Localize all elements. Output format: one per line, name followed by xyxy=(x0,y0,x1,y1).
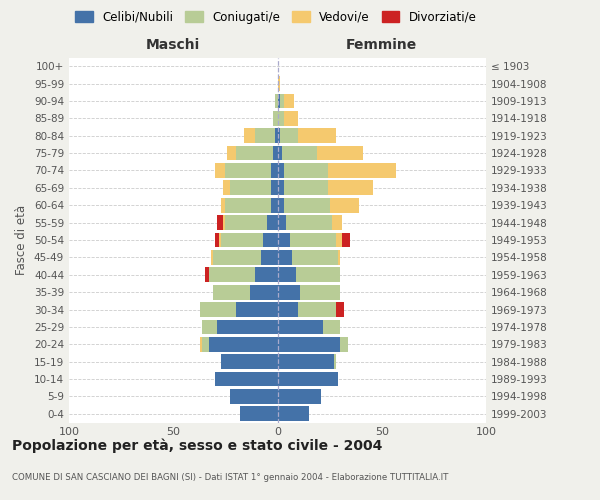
Y-axis label: Fasce di età: Fasce di età xyxy=(16,205,28,275)
Bar xyxy=(209,268,254,282)
Bar xyxy=(277,285,301,300)
Bar xyxy=(277,354,334,369)
Bar xyxy=(236,302,277,317)
Bar xyxy=(236,146,274,160)
Bar xyxy=(271,180,277,195)
Bar xyxy=(254,268,277,282)
Bar xyxy=(301,285,340,300)
Bar xyxy=(215,163,226,178)
Bar xyxy=(277,94,280,108)
Bar xyxy=(298,128,336,143)
Bar xyxy=(277,128,280,143)
Bar xyxy=(250,285,277,300)
Bar xyxy=(226,198,271,212)
Bar xyxy=(342,232,350,248)
Bar xyxy=(296,268,340,282)
Bar xyxy=(271,198,277,212)
Bar xyxy=(332,215,342,230)
Bar xyxy=(254,128,275,143)
Bar xyxy=(277,111,284,126)
Bar xyxy=(281,146,317,160)
Bar xyxy=(267,215,277,230)
Bar xyxy=(284,198,329,212)
Bar xyxy=(244,128,254,143)
Bar xyxy=(336,302,344,317)
Bar xyxy=(284,163,328,178)
Bar xyxy=(275,128,277,143)
Bar xyxy=(230,389,277,404)
Bar xyxy=(200,337,202,351)
Bar xyxy=(226,163,271,178)
Bar xyxy=(213,285,250,300)
Bar xyxy=(227,146,236,160)
Bar xyxy=(277,268,296,282)
Bar xyxy=(277,146,281,160)
Bar xyxy=(217,320,277,334)
Bar xyxy=(274,146,277,160)
Bar xyxy=(277,198,284,212)
Bar xyxy=(277,320,323,334)
Bar xyxy=(290,232,336,248)
Bar xyxy=(317,146,363,160)
Bar xyxy=(284,111,298,126)
Bar xyxy=(328,180,373,195)
Bar xyxy=(277,215,286,230)
Text: Popolazione per età, sesso e stato civile - 2004: Popolazione per età, sesso e stato civil… xyxy=(12,438,382,453)
Bar xyxy=(261,250,277,265)
Bar xyxy=(230,180,271,195)
Bar xyxy=(215,232,219,248)
Bar xyxy=(202,337,209,351)
Bar xyxy=(284,180,328,195)
Bar xyxy=(240,406,277,421)
Bar xyxy=(277,337,340,351)
Bar xyxy=(298,302,336,317)
Bar xyxy=(277,232,290,248)
Bar xyxy=(328,163,397,178)
Bar xyxy=(277,163,284,178)
Bar xyxy=(215,372,277,386)
Bar xyxy=(226,215,267,230)
Bar xyxy=(338,250,340,265)
Bar xyxy=(221,354,277,369)
Bar xyxy=(277,372,338,386)
Bar xyxy=(336,232,342,248)
Bar xyxy=(221,198,226,212)
Bar xyxy=(329,198,359,212)
Bar xyxy=(340,337,349,351)
Text: COMUNE DI SAN CASCIANO DEI BAGNI (SI) - Dati ISTAT 1° gennaio 2004 - Elaborazion: COMUNE DI SAN CASCIANO DEI BAGNI (SI) - … xyxy=(12,473,448,482)
Bar xyxy=(277,406,309,421)
Bar xyxy=(277,76,280,91)
Bar xyxy=(277,180,284,195)
Bar xyxy=(213,250,261,265)
Legend: Celibi/Nubili, Coniugati/e, Vedovi/e, Divorziati/e: Celibi/Nubili, Coniugati/e, Vedovi/e, Di… xyxy=(73,8,479,26)
Bar xyxy=(263,232,277,248)
Bar xyxy=(277,389,321,404)
Text: Maschi: Maschi xyxy=(146,38,200,52)
Bar xyxy=(275,94,277,108)
Bar xyxy=(271,163,277,178)
Bar xyxy=(277,302,298,317)
Bar xyxy=(205,268,209,282)
Bar xyxy=(223,215,226,230)
Bar xyxy=(209,337,277,351)
Bar xyxy=(280,94,284,108)
Bar xyxy=(221,232,263,248)
Bar xyxy=(292,250,338,265)
Bar xyxy=(200,302,236,317)
Bar xyxy=(219,232,221,248)
Bar xyxy=(217,215,223,230)
Bar xyxy=(280,128,298,143)
Bar xyxy=(223,180,230,195)
Bar xyxy=(274,111,277,126)
Bar xyxy=(334,354,336,369)
Bar xyxy=(323,320,340,334)
Bar xyxy=(284,94,294,108)
Bar xyxy=(211,250,213,265)
Text: Femmine: Femmine xyxy=(346,38,418,52)
Bar xyxy=(277,250,292,265)
Bar xyxy=(202,320,217,334)
Bar xyxy=(286,215,332,230)
